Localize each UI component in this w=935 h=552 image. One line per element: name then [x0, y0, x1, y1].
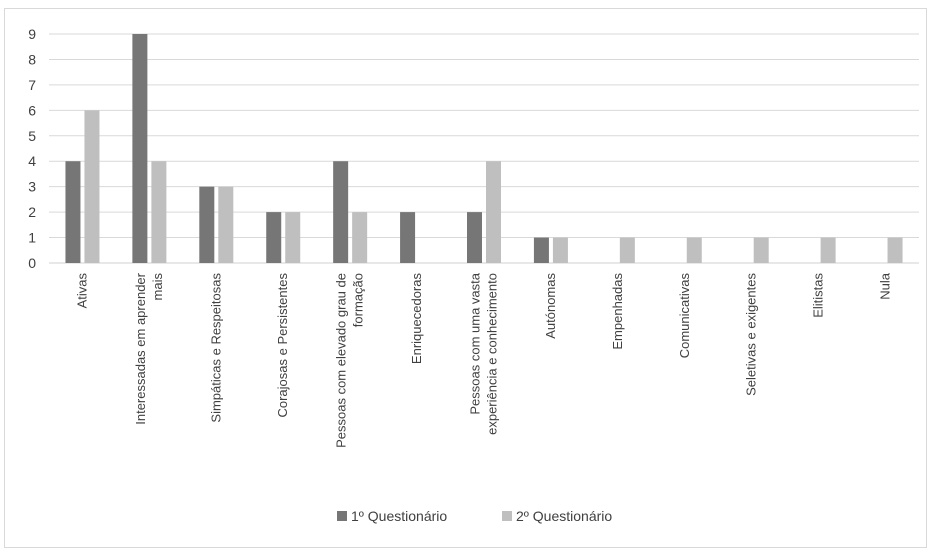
bar-series-1 [132, 34, 148, 263]
y-tick-label: 9 [28, 26, 36, 42]
x-category-label-line: Autónomas [543, 273, 558, 339]
x-category-label-line: Nula [878, 272, 893, 300]
bar-series-2 [552, 237, 568, 263]
bar-series-2 [753, 237, 769, 263]
x-category-label: Elitistas [811, 273, 826, 318]
x-category-label-line: Comunicativas [677, 273, 692, 359]
bar-series-2 [486, 161, 501, 263]
x-category-label: Corajosas e Persistentes [275, 273, 290, 418]
bar-series-2 [151, 161, 167, 263]
x-category-label: Comunicativas [677, 273, 692, 359]
y-tick-label: 4 [28, 153, 36, 169]
y-tick-label: 5 [28, 128, 36, 144]
x-category-label-line: Empenhadas [610, 273, 625, 350]
legend-label-2: 2º Questionário [516, 508, 612, 524]
y-tick-label: 7 [28, 77, 36, 93]
bars [65, 34, 903, 263]
x-category-label: Simpáticas e Respeitosas [208, 273, 223, 423]
x-category-label: Autónomas [543, 273, 558, 339]
y-tick-label: 8 [28, 51, 36, 67]
bar-series-1 [65, 161, 81, 263]
y-tick-label: 6 [28, 102, 36, 118]
bar-series-2 [352, 212, 368, 263]
legend-label-1: 1º Questionário [351, 508, 447, 524]
bar-series-1 [266, 212, 282, 263]
y-axis-ticks: 0 1 2 3 4 5 6 7 8 9 [28, 26, 36, 271]
bar-series-1 [400, 212, 416, 263]
x-category-label: Seletivas e exigentes [744, 273, 759, 396]
x-category-label: Pessoas com uma vasta experiência e conhe… [468, 272, 500, 435]
bar-series-2 [619, 237, 635, 263]
bar-series-1 [333, 161, 349, 263]
x-category-label-line: Enriquecedoras [409, 273, 424, 365]
gridlines [49, 33, 919, 264]
x-category-label-line: Pessoas com elevado grau de [334, 273, 349, 448]
y-tick-label: 1 [28, 230, 36, 246]
bar-series-1 [199, 186, 215, 263]
x-category-label-line: mais [150, 273, 165, 301]
x-category-label-line: Simpáticas e Respeitosas [208, 273, 223, 423]
x-category-label-line: Elitistas [811, 273, 826, 318]
x-category-label-line: Corajosas e Persistentes [275, 273, 290, 418]
legend-swatch-1 [337, 511, 347, 521]
x-category-label: Empenhadas [610, 273, 625, 350]
y-tick-label: 3 [28, 179, 36, 195]
x-category-label-line: Seletivas e exigentes [744, 273, 759, 396]
bar-series-2 [820, 237, 836, 263]
x-category-label-line: Interessadas em aprender [133, 272, 148, 424]
bar-series-2 [686, 237, 702, 263]
bar-series-2 [84, 110, 100, 263]
bar-series-2 [887, 237, 903, 263]
x-axis-categories: Ativas Interessadas em aprender mais Simpát… [74, 272, 892, 448]
x-category-label: Enriquecedoras [409, 273, 424, 365]
legend-swatch-2 [502, 511, 512, 521]
x-category-label-line: formação [351, 273, 366, 327]
bar-chart: 0 1 2 3 4 5 6 7 8 9 Ativas Interessadas em aprende… [28, 26, 919, 524]
x-category-label-line: Ativas [74, 273, 89, 309]
x-category-label: Interessadas em aprender mais [133, 272, 165, 424]
bar-series-2 [285, 212, 301, 263]
x-category-label: Pessoas com elevado grau de formação [334, 273, 366, 448]
legend: 1º Questionário 2º Questionário [337, 508, 612, 524]
x-category-label: Nula [878, 272, 893, 300]
y-tick-label: 2 [28, 204, 36, 220]
chart-frame: 0 1 2 3 4 5 6 7 8 9 Ativas Interessadas em aprende… [4, 8, 927, 548]
x-category-label-line: Pessoas com uma vasta [468, 272, 483, 414]
x-category-label-line: experiência e conhecimento [485, 273, 500, 435]
bar-series-2 [218, 186, 234, 263]
bar-series-1 [533, 237, 549, 263]
y-tick-label: 0 [28, 255, 36, 271]
bar-series-1 [467, 212, 482, 263]
x-category-label: Ativas [74, 273, 89, 309]
